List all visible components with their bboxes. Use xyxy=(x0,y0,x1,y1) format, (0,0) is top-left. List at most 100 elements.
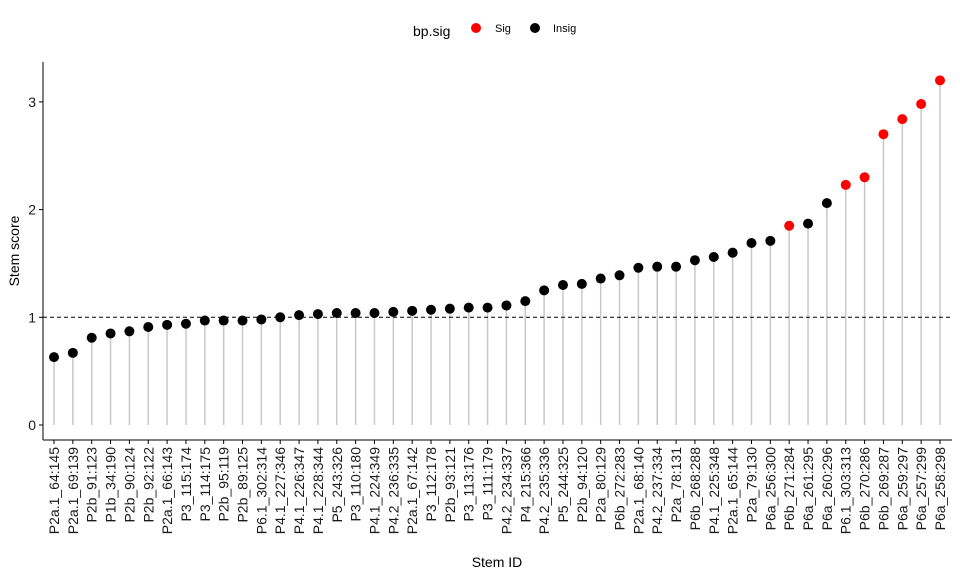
x-tick-label: P6b_268:288 xyxy=(687,447,703,531)
data-point xyxy=(727,247,738,258)
x-tick-label: P3_110:180 xyxy=(348,447,364,522)
x-tick-label: P2a.1_66:143 xyxy=(159,447,175,534)
x-tick-label: P6.1_302:314 xyxy=(253,447,269,534)
data-point xyxy=(294,310,305,321)
data-point xyxy=(501,300,512,311)
x-tick-label: P6b_271:284 xyxy=(781,447,797,531)
y-tick-label: 0 xyxy=(28,417,36,433)
x-tick-label: P4.2_236:335 xyxy=(385,447,401,534)
x-tick-label: P4.1_228:344 xyxy=(310,447,326,534)
x-tick-label: P4.1_227:346 xyxy=(272,447,288,534)
x-tick-label: P3_115:174 xyxy=(178,447,194,522)
y-tick-label: 1 xyxy=(28,309,36,325)
x-tick-label: P4.2_235:336 xyxy=(536,447,552,534)
x-tick-label: P4.1_226:347 xyxy=(291,447,307,534)
x-tick-label: P6a_260:296 xyxy=(819,447,835,531)
data-point xyxy=(859,172,870,183)
data-point xyxy=(143,321,154,332)
data-point xyxy=(916,99,927,110)
x-tick-label: P2b_92:122 xyxy=(140,447,156,523)
x-tick-label: P6a_259:297 xyxy=(894,447,910,531)
data-point xyxy=(350,307,361,318)
x-tick-label: P2b_89:125 xyxy=(235,447,251,523)
x-tick-label: P2b_93:121 xyxy=(442,447,458,523)
data-point xyxy=(784,220,795,231)
data-point xyxy=(821,198,832,209)
y-tick-label: 2 xyxy=(28,202,36,218)
data-point xyxy=(935,75,945,86)
data-point xyxy=(463,302,474,313)
legend-insig-marker xyxy=(530,23,540,33)
data-point xyxy=(369,307,380,318)
data-point xyxy=(633,262,644,273)
data-point xyxy=(407,305,418,316)
data-point xyxy=(671,261,682,272)
x-tick-label: P2b_95:119 xyxy=(216,447,232,522)
x-tick-label: P4.1_224:349 xyxy=(366,447,382,534)
data-point xyxy=(746,237,757,248)
data-point xyxy=(765,235,776,246)
data-point xyxy=(105,328,116,339)
data-point xyxy=(388,306,399,317)
x-tick-label: P2a.1_65:144 xyxy=(725,447,741,534)
x-tick-label: P3_114:175 xyxy=(197,447,213,522)
x-tick-label: P6b_272:283 xyxy=(612,447,628,531)
data-point xyxy=(614,270,625,281)
x-tick-label: P2b_94:120 xyxy=(574,447,590,523)
data-point xyxy=(199,315,210,326)
data-point xyxy=(878,129,889,140)
x-tick-label: P6a_257:299 xyxy=(913,447,929,531)
legend: bp.sig Sig Insig xyxy=(413,23,576,39)
data-point xyxy=(840,179,851,190)
y-tick-label: 3 xyxy=(28,94,36,110)
stem-lines xyxy=(53,80,941,425)
data-point xyxy=(49,352,59,363)
x-tick-label: P2b_90:124 xyxy=(121,447,137,523)
data-point xyxy=(218,315,229,326)
x-tick-label: P5_243:326 xyxy=(329,447,345,523)
data-points xyxy=(49,75,945,363)
y-ticks: 0 1 2 3 xyxy=(28,94,43,433)
data-point xyxy=(708,251,719,262)
data-point xyxy=(444,303,455,314)
data-point xyxy=(275,312,286,323)
data-point xyxy=(124,326,135,337)
data-point xyxy=(595,273,606,284)
data-point xyxy=(86,332,97,343)
x-tick-label: P2a_79:130 xyxy=(743,447,759,523)
x-tick-label: P3_112:178 xyxy=(423,447,439,522)
data-point xyxy=(803,218,814,229)
legend-title: bp.sig xyxy=(413,23,450,39)
x-tick-label: P4.1_225:348 xyxy=(706,447,722,534)
y-axis-title: Stem score xyxy=(6,215,22,286)
x-tick-label: P4.2_237:334 xyxy=(649,447,665,534)
data-point xyxy=(520,296,531,307)
x-tick-label: P3_113:176 xyxy=(461,447,477,522)
data-point xyxy=(180,318,191,329)
data-point xyxy=(256,314,267,325)
x-tick-label: P2a_80:129 xyxy=(593,447,609,523)
x-tick-label: P6a_256:300 xyxy=(762,447,778,531)
data-point xyxy=(237,315,248,326)
data-point xyxy=(539,285,550,296)
data-point xyxy=(312,309,323,320)
data-point xyxy=(689,255,700,266)
x-tick-label: P5_244:325 xyxy=(555,447,571,523)
legend-sig-label: Sig xyxy=(495,23,511,35)
x-tick-label: P2a.1_64:145 xyxy=(46,447,62,534)
legend-sig-marker xyxy=(471,23,481,33)
x-tick-label: P6b_269:287 xyxy=(875,447,891,531)
x-tick-label: P6a_261:295 xyxy=(800,447,816,531)
x-tick-label: P6.1_303:313 xyxy=(838,447,854,534)
x-tick-label: P1b_34:190 xyxy=(103,447,119,523)
x-tick-label: P2a.1_68:140 xyxy=(630,447,646,534)
x-tick-label: P4_215:366 xyxy=(517,447,533,523)
data-point xyxy=(162,319,173,330)
data-point xyxy=(897,114,908,125)
x-tick-label: P2a.1_69:139 xyxy=(65,447,81,534)
x-axis-title: Stem ID xyxy=(472,554,523,570)
data-point xyxy=(331,307,342,318)
x-ticks: P2a.1_64:145 P2a.1_69:139 P2b_91:123 P1b_34… xyxy=(46,440,948,534)
x-tick-label: P2a_78:131 xyxy=(668,447,684,523)
